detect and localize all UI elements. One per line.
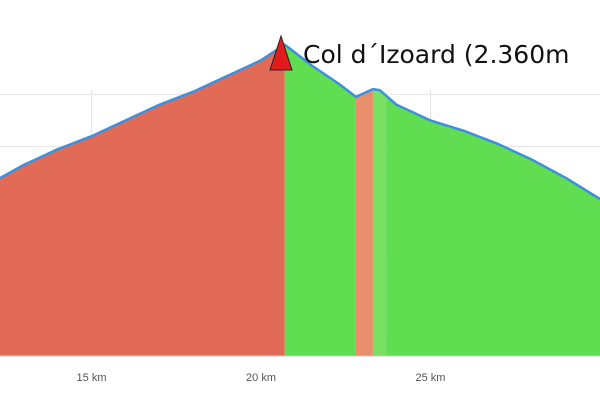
x-tick-label: 25 km: [416, 372, 446, 384]
chart-title: Col d´Izoard (2.360m: [269, 34, 569, 71]
profile-segment-3: [355, 89, 373, 356]
chart-title-text: Col d´Izoard (2.360m: [303, 40, 569, 69]
profile-segment-5: [386, 96, 600, 356]
profile-line: [0, 43, 600, 201]
x-tick-label: 20 km: [246, 372, 276, 384]
x-tick-label: 15 km: [77, 372, 107, 384]
profile-segment-1: [0, 44, 285, 356]
profile-segment-4: [372, 89, 387, 356]
red-triangle-icon: [269, 34, 293, 71]
profile-segment-2: [284, 44, 356, 356]
elevation-line: [0, 43, 600, 201]
profile-area: [0, 44, 600, 356]
x-axis: 15 km 20 km 25 km: [0, 355, 600, 384]
